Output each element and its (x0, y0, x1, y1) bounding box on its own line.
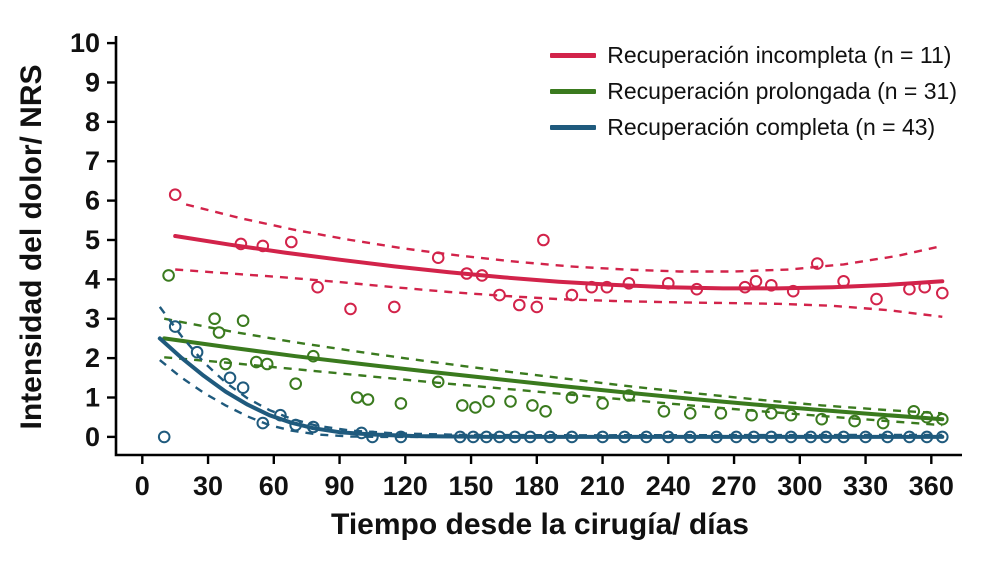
legend-label-incompleta: Recuperación incompleta (n = 11) (607, 42, 952, 68)
svg-text:3: 3 (85, 304, 100, 334)
svg-text:10: 10 (70, 28, 100, 58)
legend-label-prolongada: Recuperación prolongada (n = 31) (607, 78, 957, 104)
svg-text:240: 240 (646, 471, 691, 501)
svg-text:180: 180 (514, 471, 559, 501)
svg-text:0: 0 (85, 422, 100, 452)
svg-text:270: 270 (712, 471, 757, 501)
svg-text:90: 90 (325, 471, 355, 501)
svg-text:150: 150 (449, 471, 494, 501)
legend-item-incompleta: Recuperación incompleta (n = 11) (550, 42, 957, 69)
svg-text:360: 360 (909, 471, 954, 501)
legend: Recuperación incompleta (n = 11) Recuper… (550, 42, 957, 141)
legend-swatch-completa (550, 125, 597, 130)
svg-text:330: 330 (843, 471, 888, 501)
svg-text:7: 7 (85, 146, 100, 176)
legend-item-completa: Recuperación completa (n = 43) (550, 114, 957, 141)
svg-text:300: 300 (777, 471, 822, 501)
svg-text:5: 5 (85, 225, 100, 255)
svg-text:8: 8 (85, 107, 100, 137)
legend-item-prolongada: Recuperación prolongada (n = 31) (550, 78, 957, 105)
svg-text:2: 2 (85, 343, 100, 373)
svg-text:6: 6 (85, 186, 100, 216)
legend-swatch-incompleta (550, 53, 597, 58)
svg-text:210: 210 (580, 471, 625, 501)
y-axis-label: Intensidad del dolor/ NRS (15, 64, 48, 430)
svg-text:0: 0 (135, 471, 150, 501)
svg-text:30: 30 (193, 471, 223, 501)
svg-text:9: 9 (85, 67, 100, 97)
svg-text:4: 4 (85, 264, 100, 294)
svg-text:1: 1 (85, 383, 100, 413)
legend-label-completa: Recuperación completa (n = 43) (607, 114, 936, 140)
legend-swatch-prolongada (550, 89, 597, 94)
svg-text:120: 120 (383, 471, 428, 501)
x-axis-label: Tiempo desde la cirugía/ días (331, 508, 749, 541)
svg-text:60: 60 (259, 471, 289, 501)
